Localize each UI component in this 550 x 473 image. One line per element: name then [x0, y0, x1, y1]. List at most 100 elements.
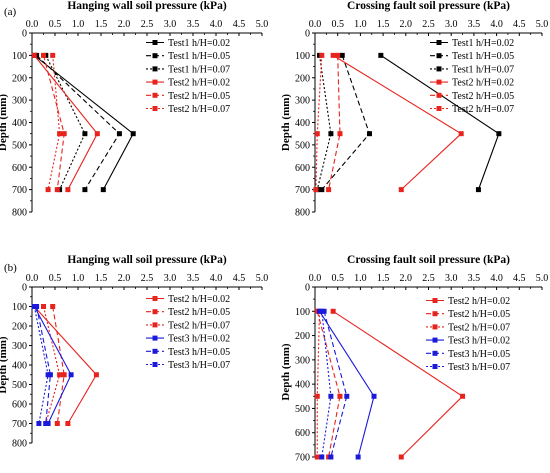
y-tick-label: 600: [295, 428, 310, 439]
legend-swatch-marker: [436, 40, 442, 45]
y-tick-label: 600: [12, 400, 27, 411]
series-line: [321, 55, 371, 190]
legend-label: Test2 h/H=0.05: [168, 91, 230, 102]
y-tick-label: 400: [295, 380, 310, 391]
legend-label: Test2 h/H=0.07: [168, 320, 230, 331]
y-tick-label: 500: [12, 140, 27, 151]
legend-label: Test1 h/H=0.02: [168, 38, 230, 49]
legend-label: Test2 h/H=0.02: [452, 78, 514, 89]
data-point: [82, 187, 88, 193]
legend-swatch-marker: [432, 364, 438, 369]
data-point: [68, 372, 74, 378]
x-tick-label: 2.0: [118, 19, 131, 30]
y-tick-label: 600: [295, 163, 310, 174]
legend-swatch-marker: [436, 79, 442, 85]
x-tick-label: 3.0: [445, 273, 458, 284]
y-tick-label: 500: [295, 404, 310, 415]
x-tick-label: 2.0: [400, 19, 413, 30]
series-line: [316, 55, 332, 190]
data-point: [130, 131, 136, 137]
legend-swatch-marker: [152, 40, 158, 45]
legend-label: Test2 h/H=0.05: [448, 309, 510, 320]
legend-swatch-marker: [432, 350, 438, 356]
data-point: [61, 372, 67, 378]
y-tick-label: 500: [12, 380, 27, 391]
legend-label: Test1 h/H=0.07: [452, 64, 514, 75]
data-point: [314, 131, 320, 137]
data-point: [355, 454, 361, 460]
data-point: [328, 393, 334, 399]
series-line: [33, 306, 49, 424]
legend-label: Test3 h/H=0.07: [448, 362, 510, 373]
legend-label: Test3 h/H=0.02: [168, 334, 230, 345]
legend-swatch-marker: [152, 335, 158, 341]
y-tick-label: 100: [295, 51, 310, 62]
data-point: [319, 308, 325, 314]
y-tick-label: 100: [12, 302, 27, 313]
legend-label: Test2 h/H=0.07: [168, 104, 230, 115]
chart-title: Hanging wall soil pressure (kPa): [67, 254, 226, 266]
y-axis-label: Depth (mm): [0, 94, 9, 151]
data-point: [43, 421, 49, 426]
y-tick-label: 400: [12, 118, 27, 129]
legend-label: Test2 h/H=0.02: [168, 294, 230, 305]
x-tick-label: 5.0: [256, 273, 269, 284]
legend-swatch-marker: [432, 311, 438, 317]
x-tick-label: 1.0: [72, 19, 85, 30]
data-point: [326, 187, 332, 193]
x-tick-label: 2.0: [400, 273, 413, 284]
data-point: [31, 304, 37, 309]
series-line: [315, 55, 323, 190]
x-tick-label: 1.0: [72, 273, 85, 284]
x-tick-label: 2.0: [118, 273, 131, 284]
legend-label: Test3 h/H=0.05: [448, 349, 510, 360]
legend-swatch-marker: [152, 53, 158, 59]
x-tick-label: 3.5: [187, 19, 200, 30]
legend-label: Test2 h/H=0.07: [448, 322, 510, 333]
x-tick-label: 0.0: [26, 273, 39, 284]
x-tick-label: 1.5: [377, 273, 390, 284]
y-tick-label: 0: [22, 283, 27, 294]
data-point: [50, 304, 56, 309]
data-point: [36, 421, 42, 426]
data-point: [398, 187, 404, 193]
legend-swatch-marker: [152, 79, 158, 85]
chart-3: Hanging wall soil pressure (kPa) 0.0 0.5 1.…: [0, 254, 268, 450]
data-point: [57, 131, 63, 137]
legend-swatch-marker: [436, 53, 442, 59]
data-point: [45, 187, 51, 193]
x-tick-label: 5.0: [256, 19, 269, 30]
legend-swatch-marker: [152, 66, 158, 72]
x-tick-label: 0.5: [49, 273, 62, 284]
legend-label: Test2 h/H=0.05: [452, 91, 514, 102]
data-point: [319, 454, 325, 460]
y-tick-label: 0: [305, 29, 310, 40]
y-tick-label: 200: [12, 73, 27, 84]
data-point: [398, 454, 404, 460]
chart-1: Hanging wall soil pressure (kPa) 0.0 0.5 1.…: [0, 0, 268, 219]
x-tick-label: 1.5: [95, 19, 108, 30]
series-line: [316, 311, 321, 457]
y-tick-label: 300: [295, 355, 310, 366]
x-tick-label: 2.5: [141, 273, 154, 284]
legend-swatch-marker: [152, 309, 158, 315]
x-tick-label: 4.5: [513, 273, 526, 284]
series-line: [328, 55, 341, 190]
legend-swatch-marker: [152, 348, 158, 354]
chart-title: Crossing fault soil pressure (kPa): [347, 254, 510, 266]
data-point: [344, 393, 350, 399]
y-tick-label: 200: [295, 331, 310, 342]
legend-label: Test2 h/H=0.07: [452, 104, 514, 115]
y-tick-label: 0: [22, 29, 27, 40]
data-point: [45, 372, 51, 378]
y-tick-label: 600: [12, 163, 27, 174]
x-tick-label: 0.5: [49, 19, 62, 30]
x-tick-label: 3.0: [445, 19, 458, 30]
data-point: [339, 52, 345, 58]
data-point: [61, 131, 67, 137]
data-point: [475, 187, 481, 193]
x-tick-label: 4.0: [210, 19, 223, 30]
x-tick-label: 5.0: [536, 19, 549, 30]
x-tick-label: 0.5: [331, 19, 344, 30]
legend-swatch-marker: [152, 296, 158, 301]
